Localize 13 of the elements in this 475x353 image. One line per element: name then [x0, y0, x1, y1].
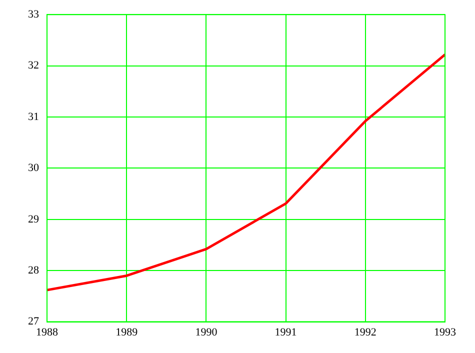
y-tick-label: 30 — [28, 162, 40, 174]
x-tick-label: 1990 — [195, 326, 218, 338]
y-tick-label: 32 — [28, 60, 39, 72]
x-tick-label: 1989 — [116, 326, 138, 338]
x-tick-label: 1991 — [274, 326, 297, 338]
y-tick-label: 28 — [28, 264, 40, 276]
x-tick-label: 1992 — [354, 326, 376, 338]
y-tick-label: 33 — [28, 8, 40, 20]
x-tick-label: 1988 — [36, 326, 58, 338]
y-tick-label: 31 — [28, 110, 39, 123]
y-tick-label: 29 — [28, 213, 40, 226]
x-tick-label: 1993 — [434, 326, 456, 338]
y-tick-label: 27 — [28, 316, 40, 328]
